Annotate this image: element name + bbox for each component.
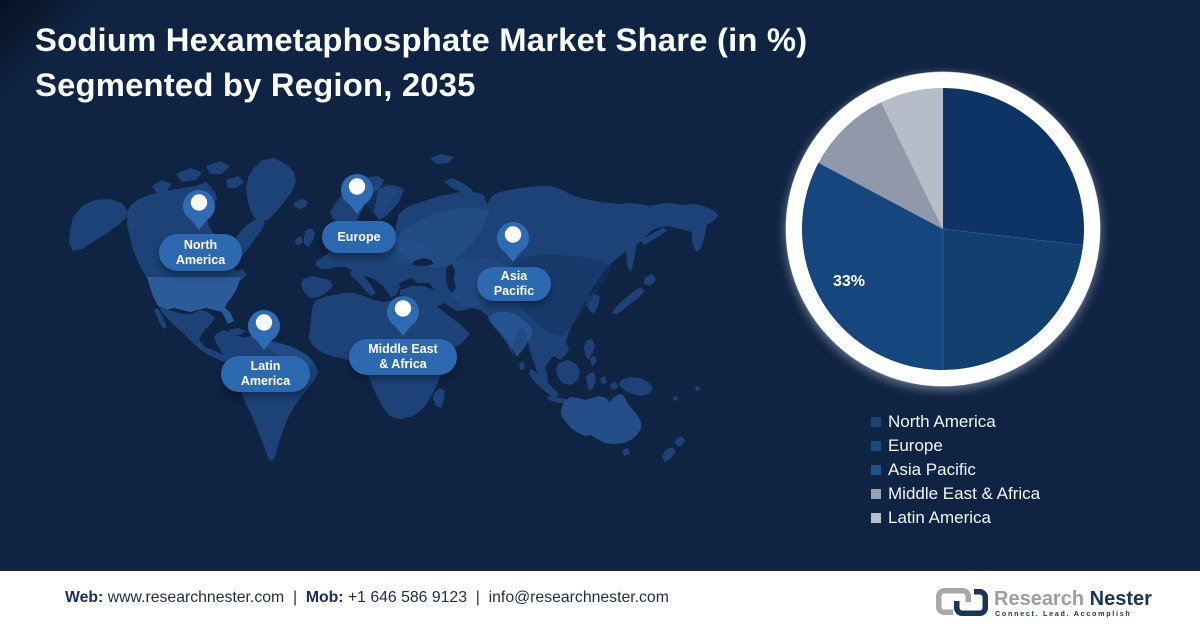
svg-text:Research Nester: Research Nester [994,588,1152,610]
svg-text:Connect. Lead. Accomplish: Connect. Lead. Accomplish [995,609,1132,618]
